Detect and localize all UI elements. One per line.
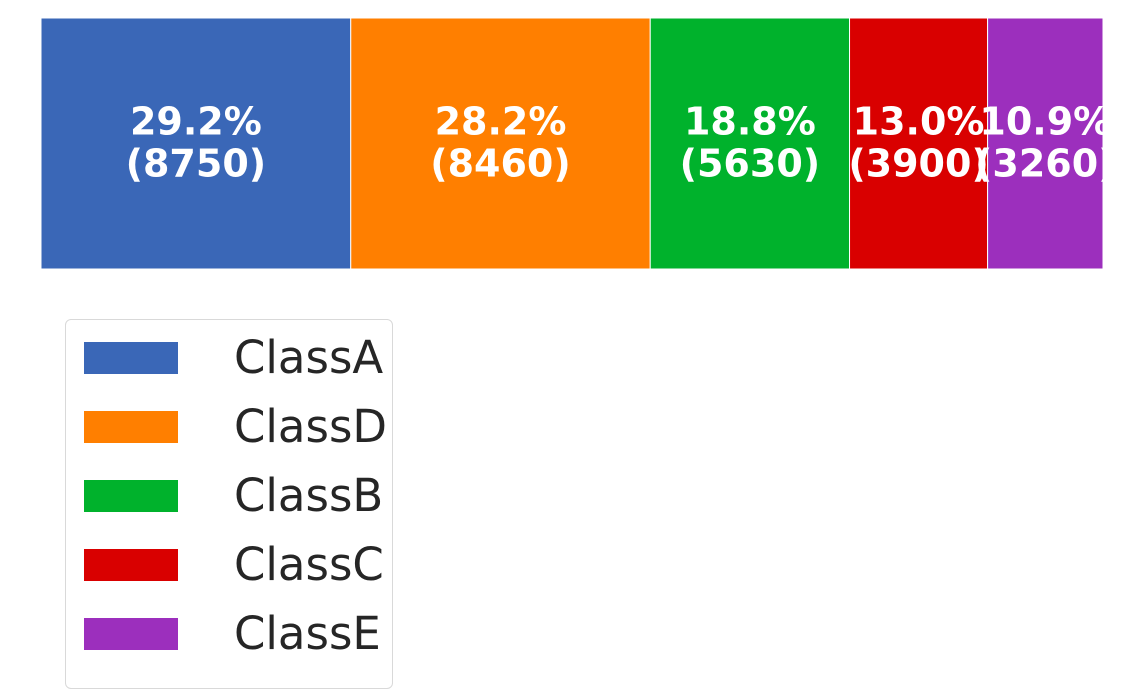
stacked-bar-chart: 29.2%(8750) 28.2%(8460) 18.8%(5630) 13.0%(3… (40, 17, 1116, 270)
bar-segments (40, 17, 1104, 270)
bar-segment-classe (987, 17, 1104, 270)
legend-label: ClassD (234, 400, 388, 453)
legend-item-classb: ClassB (84, 470, 384, 522)
percent-label: 10.9% (979, 100, 1111, 144)
count-label: (3900) (848, 142, 989, 186)
legend-label: ClassE (234, 607, 381, 660)
chart: 29.2% (8750) 28.2% (8460) 18.8% (5630) 13.0% (3… (40, 17, 1116, 689)
bar-segment-classc (849, 17, 989, 270)
legend-swatch (84, 342, 178, 374)
legend-swatch (84, 480, 178, 512)
legend-label: ClassB (234, 469, 384, 522)
count-label: (8750) (126, 142, 267, 186)
legend-item-classd: ClassD (84, 400, 388, 453)
legend-swatch (84, 411, 178, 443)
percent-label: 13.0% (853, 100, 985, 144)
legend-item-classa: ClassA (84, 332, 384, 384)
legend-item-classc: ClassC (84, 539, 384, 591)
count-label: (8460) (430, 142, 571, 186)
count-label: (5630) (680, 142, 821, 186)
segment-labels: 29.2%(8750) 28.2%(8460) 18.8%(5630) 13.0%(3… (126, 100, 1116, 186)
percent-label: 28.2% (435, 100, 567, 144)
legend-item-classe: ClassE (84, 608, 384, 660)
count-label: (3260) (975, 142, 1116, 186)
percent-label: 29.2% (130, 100, 262, 144)
percent-label: 18.8% (684, 100, 816, 144)
bar-segment-classd (350, 17, 651, 270)
bar-segment-classa (40, 17, 352, 270)
legend-swatch (84, 618, 178, 650)
legend: ClassA ClassD ClassB ClassC ClassE (65, 319, 393, 689)
bar-segment-classb (649, 17, 851, 270)
legend-swatch (84, 549, 178, 581)
legend-label: ClassA (234, 331, 384, 384)
legend-label: ClassC (234, 538, 384, 591)
